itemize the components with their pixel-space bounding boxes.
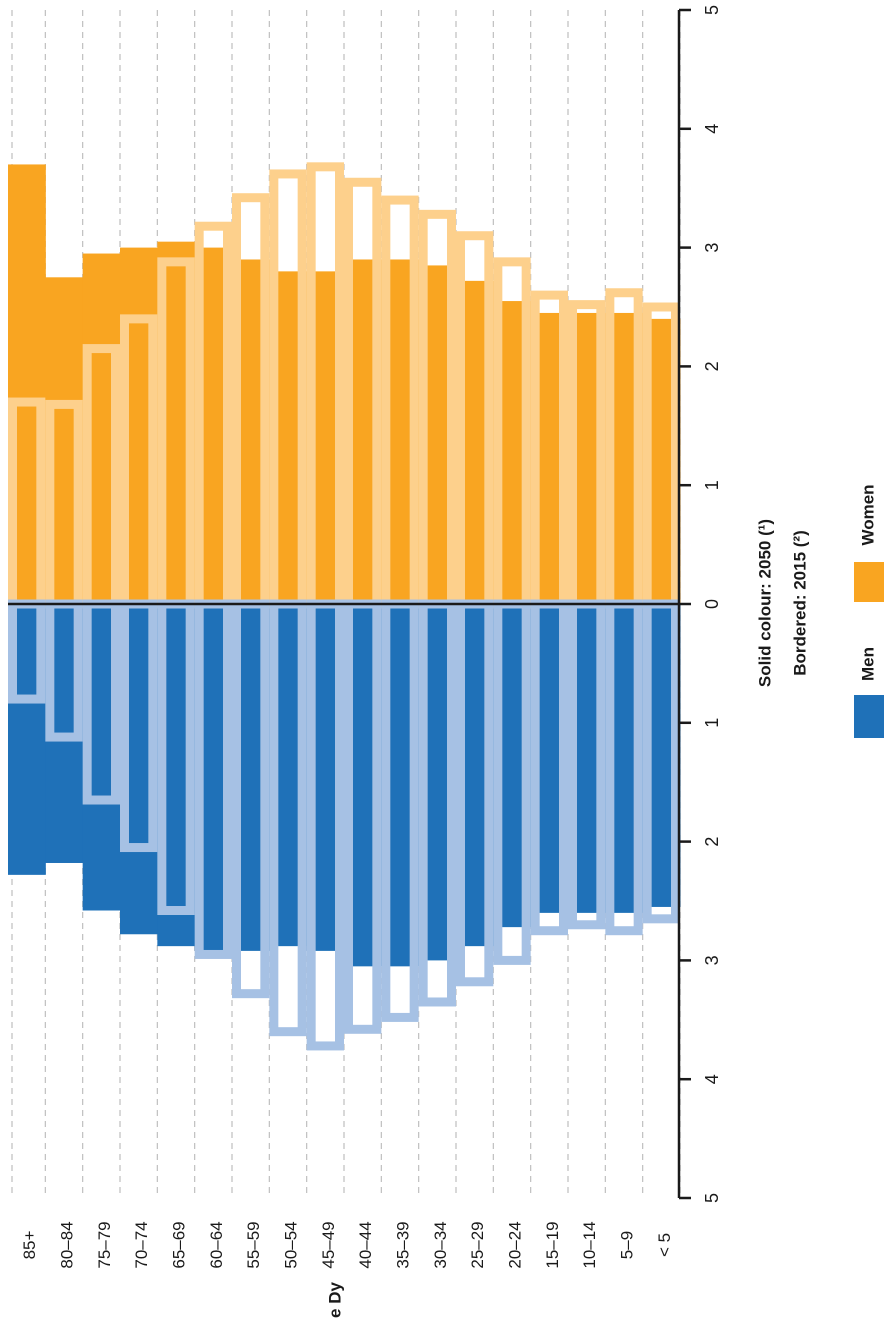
value-tick-label: 0: [702, 599, 722, 609]
legend-men-label: Men: [858, 647, 877, 681]
category-axis-labels: 85+ 80–84 75–79 70–74 65–69 60–64 55–59 50–54 45…: [20, 1221, 674, 1268]
women-2015-outlines: [8, 162, 681, 609]
category-label: 80–84: [57, 1221, 76, 1268]
legend-men: Men: [854, 647, 884, 738]
value-tick-label: 5: [702, 1193, 722, 1203]
value-tick-label: 3: [702, 243, 722, 253]
category-label: 75–79: [95, 1221, 114, 1268]
value-tick-label: 1: [702, 718, 722, 728]
category-label: 50–54: [281, 1221, 300, 1268]
value-tick-label: 1: [702, 480, 722, 490]
value-tick-label: 2: [702, 837, 722, 847]
category-label: 55–59: [244, 1221, 263, 1268]
category-label: 35–39: [393, 1221, 412, 1268]
legend-men-swatch: [854, 695, 884, 738]
legend-women: Women: [854, 484, 884, 602]
category-label: 60–64: [207, 1221, 226, 1268]
category-label: 30–34: [431, 1221, 450, 1268]
value-tick-label: 4: [702, 1074, 722, 1084]
value-tick-label: 5: [702, 5, 722, 15]
category-label: 70–74: [132, 1221, 151, 1268]
category-label: 20–24: [505, 1221, 524, 1268]
value-tick-label: 3: [702, 955, 722, 965]
category-label: 40–44: [356, 1221, 375, 1268]
value-axis-ticks: 5 4 3 2 1 0 1 2 3 4 5: [679, 5, 722, 1203]
category-axis-title: e Dy: [325, 1282, 344, 1318]
category-label: 45–49: [319, 1221, 338, 1268]
legend-note-bordered: Bordered: 2015 (²): [790, 530, 809, 675]
category-label: 10–14: [580, 1221, 599, 1268]
category-label: 65–69: [169, 1221, 188, 1268]
value-tick-label: 4: [702, 124, 722, 134]
legend-women-label: Women: [858, 484, 877, 545]
category-label: 5–9: [617, 1231, 636, 1259]
category-label: < 5: [655, 1233, 674, 1257]
category-label: 25–29: [468, 1221, 487, 1268]
category-label: 85+: [20, 1231, 39, 1260]
legend-women-swatch: [854, 562, 884, 602]
category-label: 15–19: [543, 1221, 562, 1268]
legend-note-solid: Solid colour: 2050 (¹): [755, 519, 774, 687]
value-tick-label: 2: [702, 361, 722, 371]
